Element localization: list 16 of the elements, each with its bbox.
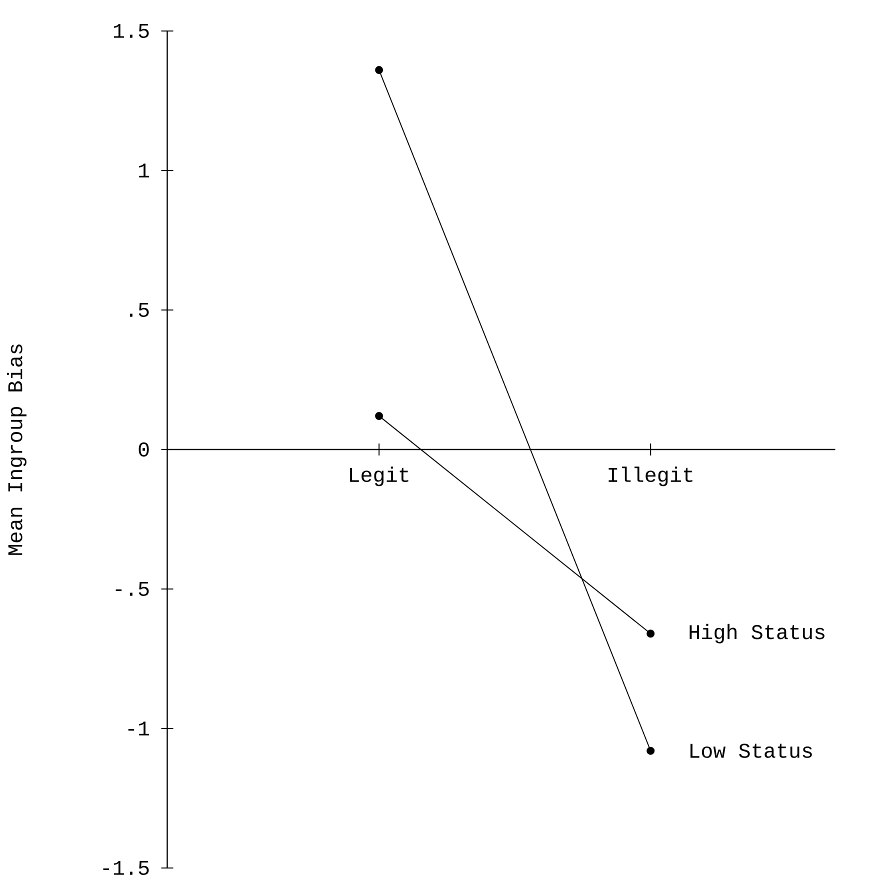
series-label: High Status	[690, 624, 824, 644]
y-tick-label: 0	[138, 442, 149, 457]
x-tick-label: Legit	[350, 466, 408, 486]
y-tick-label: 1.5	[114, 24, 149, 38]
y-tick-label: -1.5	[103, 861, 149, 875]
series-label: Low Status	[690, 744, 812, 758]
y-tick-label: 1	[138, 164, 149, 178]
y-axis-title: Mean Ingroup Bias	[6, 344, 26, 555]
point	[374, 412, 383, 420]
x-tick-label: Illegit	[608, 466, 692, 486]
y-tick-label: -.5	[116, 582, 149, 596]
y-tick-label: .5	[130, 302, 149, 317]
point	[646, 630, 654, 638]
point	[374, 66, 383, 74]
point	[646, 746, 654, 755]
y-tick-label: -1	[128, 722, 149, 736]
